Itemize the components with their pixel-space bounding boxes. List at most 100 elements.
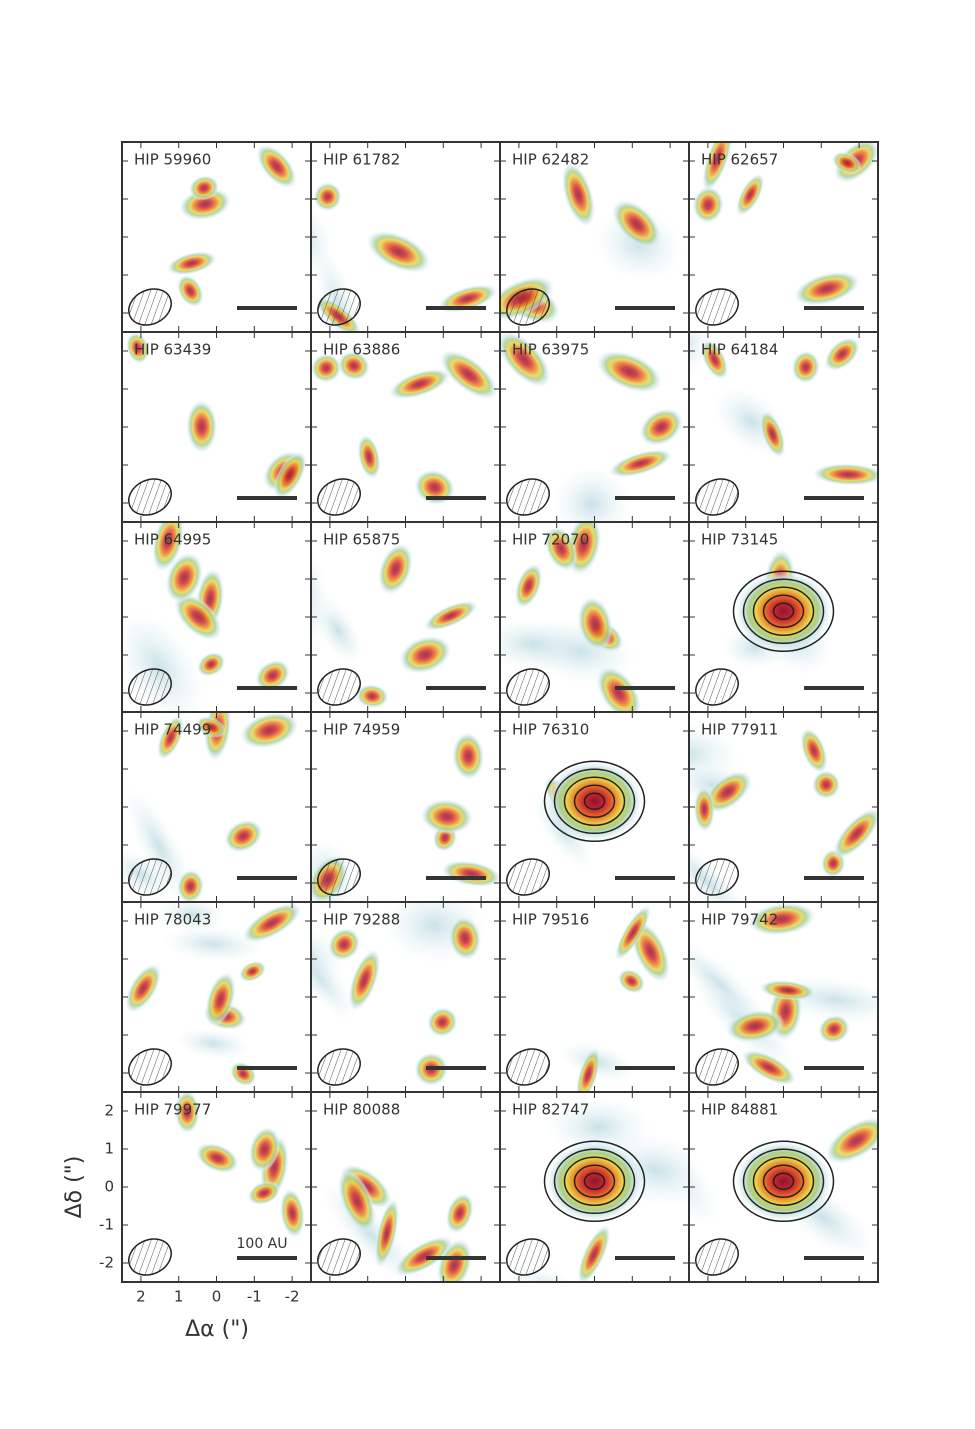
emission xyxy=(239,960,267,982)
haze xyxy=(59,303,116,422)
beam xyxy=(506,478,550,516)
panel-label: HIP 62482 xyxy=(512,151,589,169)
panel-label: HIP 77911 xyxy=(701,721,778,739)
beam xyxy=(317,1048,361,1086)
contour xyxy=(573,1164,616,1199)
emission xyxy=(612,199,662,249)
x-tick-label: -2 xyxy=(285,1288,300,1306)
panel-label: HIP 78043 xyxy=(134,911,211,929)
haze xyxy=(689,332,713,377)
emission xyxy=(388,368,451,400)
panel-label: HIP 79288 xyxy=(323,911,400,929)
emission xyxy=(242,903,302,943)
haze xyxy=(274,562,312,637)
emission xyxy=(436,1239,473,1282)
contour xyxy=(553,1148,636,1215)
haze xyxy=(0,697,32,789)
panel: HIP 80088 xyxy=(310,1091,501,1283)
haze xyxy=(440,108,535,245)
panel-image xyxy=(8,303,307,522)
emission xyxy=(357,434,381,480)
panel-label: HIP 74959 xyxy=(323,721,400,739)
beam xyxy=(317,478,361,516)
emission xyxy=(725,1009,785,1043)
beam xyxy=(317,668,361,706)
emission xyxy=(176,274,204,308)
beam xyxy=(506,668,550,706)
panel: HIP 61782 xyxy=(310,141,501,333)
emission xyxy=(759,980,817,1001)
haze xyxy=(8,380,77,459)
panel-image xyxy=(321,1164,474,1282)
haze xyxy=(311,920,348,986)
beam xyxy=(506,858,550,896)
panel: HIP 77911 xyxy=(688,711,879,903)
panel-image xyxy=(174,1092,305,1239)
emission xyxy=(327,928,361,961)
emission xyxy=(514,563,543,609)
beam xyxy=(695,478,739,516)
emission xyxy=(337,351,370,381)
beam xyxy=(128,288,172,326)
panel: HIP 79742 xyxy=(688,901,879,1093)
emission xyxy=(355,684,389,709)
panel-image xyxy=(440,11,878,306)
panel-label: HIP 72070 xyxy=(512,531,589,549)
panel-label: HIP 59960 xyxy=(134,151,211,169)
emission xyxy=(832,808,878,859)
haze xyxy=(714,386,789,457)
emission xyxy=(394,1236,454,1277)
panel: HIP 73145 xyxy=(688,521,879,713)
emission xyxy=(445,1192,474,1234)
haze xyxy=(124,788,195,902)
panel-label: HIP 82747 xyxy=(512,1101,589,1119)
haze xyxy=(17,242,104,374)
emission xyxy=(337,1168,376,1233)
beam xyxy=(695,668,739,706)
beam xyxy=(128,858,172,896)
contour xyxy=(732,1140,835,1223)
panel-image xyxy=(0,697,302,1087)
emission xyxy=(596,666,642,712)
panel-label: HIP 63975 xyxy=(512,341,589,359)
emission xyxy=(378,543,413,595)
emission xyxy=(166,251,217,276)
haze xyxy=(0,454,71,554)
panel: HIP 79977 2 1 0 -1 -2 -2 -1 0 1 2 100 AU xyxy=(99,1091,312,1306)
emission xyxy=(427,1007,458,1037)
panel: HIP 64995 xyxy=(0,454,312,713)
contour xyxy=(742,578,825,645)
beam xyxy=(695,1048,739,1086)
emission xyxy=(736,173,765,216)
emission xyxy=(793,271,860,306)
contour xyxy=(543,1140,646,1223)
haze xyxy=(590,11,705,96)
emission xyxy=(197,652,226,677)
panel: HIP 79516 xyxy=(499,901,690,1093)
x-tick-label: 2 xyxy=(136,1288,146,1306)
x-tick-label: 1 xyxy=(174,1288,184,1306)
panel: HIP 64184 xyxy=(688,331,879,523)
source xyxy=(546,1141,643,1222)
haze xyxy=(0,771,61,863)
panel: HIP 78043 xyxy=(0,697,312,1093)
y-tick-label: 1 xyxy=(104,1140,114,1158)
emission xyxy=(825,1117,878,1164)
emission xyxy=(812,770,841,800)
emission xyxy=(230,1061,257,1087)
emission xyxy=(439,350,498,400)
emission xyxy=(189,175,220,201)
beam xyxy=(506,1238,550,1276)
emission xyxy=(174,593,222,641)
y-axis-label: Δδ (") xyxy=(62,1156,87,1219)
panel-image xyxy=(689,332,878,486)
emission xyxy=(791,350,820,384)
emission xyxy=(313,182,342,212)
emission xyxy=(205,972,236,1027)
contour xyxy=(762,1164,805,1199)
contour xyxy=(772,1172,795,1191)
panel-image xyxy=(689,1117,878,1260)
emission xyxy=(818,1014,850,1044)
contour xyxy=(762,594,805,629)
contour xyxy=(543,760,646,843)
